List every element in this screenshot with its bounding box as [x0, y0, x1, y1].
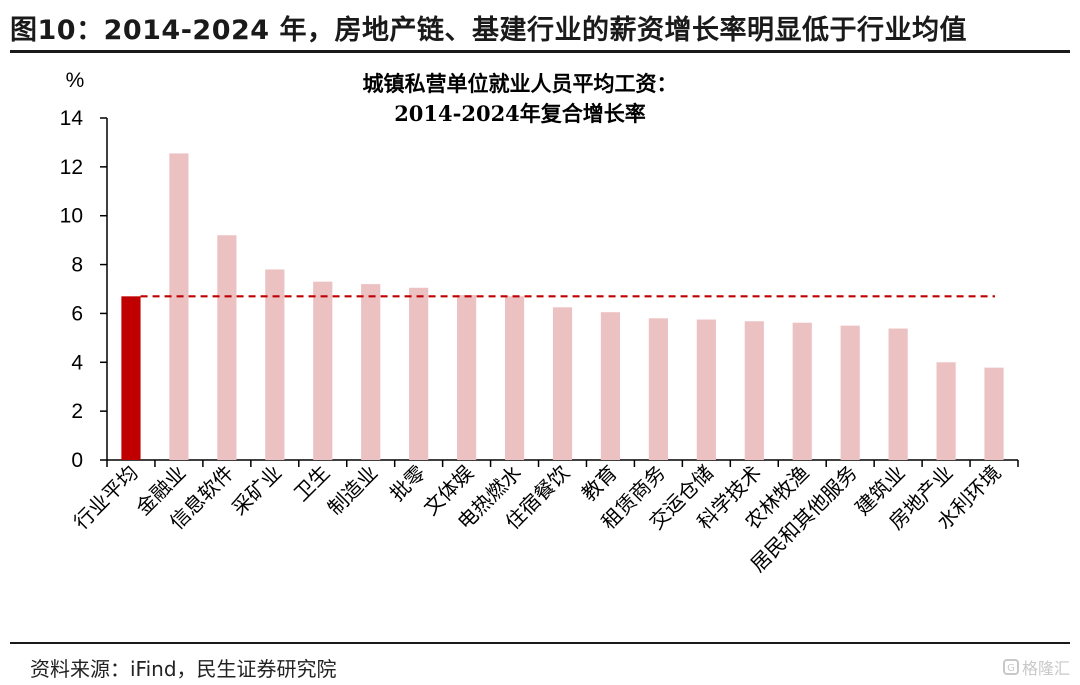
- bar: [552, 307, 573, 460]
- bar: [600, 312, 621, 460]
- source-note: 资料来源：iFind，民生证券研究院: [30, 657, 337, 681]
- x-tick-label: 采矿业: [227, 461, 286, 520]
- bar: [696, 319, 716, 460]
- watermark-text: 格隆汇: [1021, 659, 1070, 678]
- bar: [648, 318, 668, 460]
- bar: [409, 287, 429, 460]
- bar: [265, 269, 285, 460]
- bar: [840, 325, 860, 460]
- y-tick-label: 12: [60, 156, 83, 179]
- chart-title-line-0: 城镇私营单位就业人员平均工资：: [363, 71, 678, 96]
- y-tick-label: 4: [71, 351, 83, 374]
- bar: [744, 321, 764, 460]
- chart-panel: 城镇私营单位就业人员平均工资： 2014-2024年复合增长率% 0 2 4 6 8 10 12…: [0, 58, 1080, 630]
- y-tick-label: 6: [71, 302, 83, 325]
- bar: [217, 235, 237, 460]
- footer-divider: [10, 642, 1070, 644]
- x-tick-label: 制造业: [323, 461, 382, 520]
- bar: [169, 153, 189, 460]
- y-tick-label: 10: [60, 205, 83, 228]
- bar: [361, 284, 381, 460]
- y-tick-label: 2: [71, 400, 83, 423]
- watermark: G 格隆汇: [1002, 655, 1070, 679]
- y-tick-label: 0: [71, 449, 83, 472]
- bar: [888, 328, 908, 460]
- y-tick-label: 14: [60, 107, 84, 130]
- bar: [936, 362, 956, 460]
- chart-title-line-1: 2014-2024年复合增长率: [394, 101, 646, 126]
- title-divider: [10, 50, 1070, 53]
- bar: [792, 322, 812, 460]
- logo-icon: G: [1002, 659, 1019, 675]
- bar-chart: 城镇私营单位就业人员平均工资： 2014-2024年复合增长率% 0 2 4 6 8 10 12…: [60, 69, 1019, 577]
- bar: [984, 367, 1004, 460]
- bar: [504, 296, 525, 460]
- page-title: 图10：2014-2024 年，房地产链、基建行业的薪资增长率明显低于行业均值: [10, 15, 967, 46]
- y-axis-unit: %: [66, 69, 85, 92]
- y-tick-label: 8: [71, 254, 83, 277]
- bar: [313, 281, 333, 460]
- bar: [457, 295, 477, 460]
- bar-average: [121, 296, 141, 460]
